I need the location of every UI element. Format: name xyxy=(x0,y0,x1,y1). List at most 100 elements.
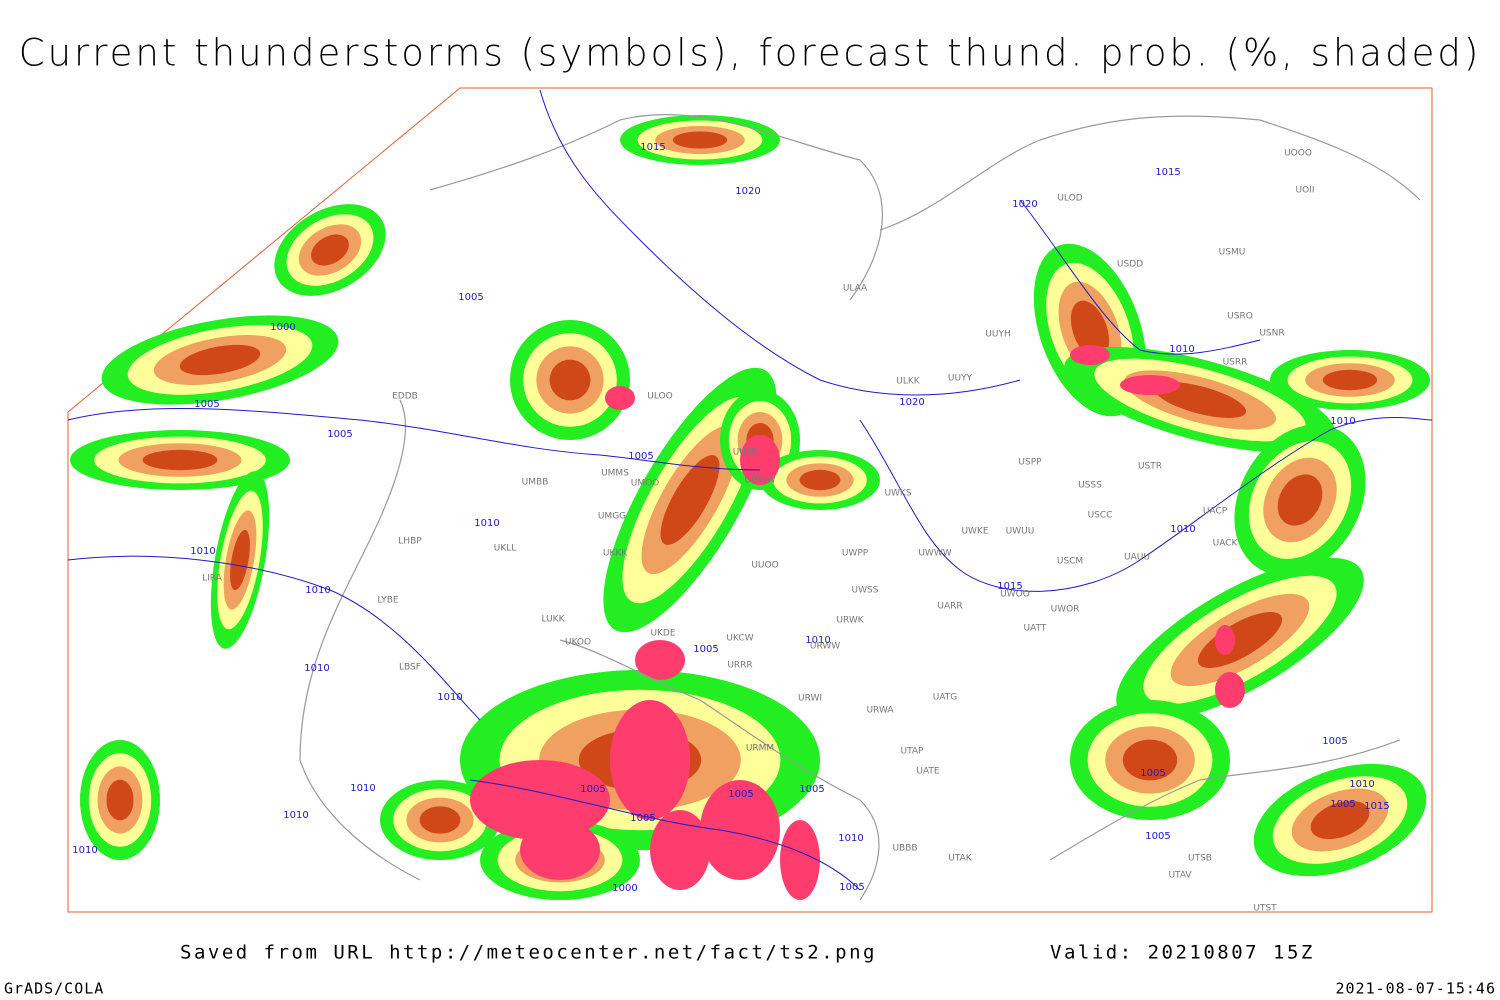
software-credit: GrADS/COLA xyxy=(4,980,104,998)
isobar-label: 1005 xyxy=(693,644,718,655)
isobar-label: 1015 xyxy=(1364,801,1389,812)
station-code: UWWW xyxy=(918,549,951,559)
station-code: LYBE xyxy=(377,596,398,606)
isobar-label: 1005 xyxy=(839,882,864,893)
station-code: UTST xyxy=(1253,904,1277,914)
station-code: UWOO xyxy=(1000,590,1030,600)
station-code: UWSS xyxy=(852,586,879,596)
station-code: LHBP xyxy=(398,537,422,547)
isobar-label: 1005 xyxy=(628,451,653,462)
station-code: UKOO xyxy=(565,638,591,648)
shaded-area xyxy=(179,344,261,376)
thunderstorm-symbols xyxy=(635,640,685,680)
title: Current thunderstorms (symbols), forecas… xyxy=(19,32,1482,75)
station-code: URWW xyxy=(810,642,840,652)
shaded-area xyxy=(311,234,349,266)
shaded-area xyxy=(549,359,591,401)
station-code: UUWW xyxy=(745,476,776,486)
station-code: URRR xyxy=(727,661,752,671)
isobar-label: 1015 xyxy=(640,142,665,153)
station-code: UTAK xyxy=(948,854,973,864)
shaded-area xyxy=(660,455,720,545)
isobar-label: 1005 xyxy=(458,292,483,303)
station-code: UARR xyxy=(937,602,962,612)
isobar-label: 1010 xyxy=(283,810,308,821)
station-code: UMBB xyxy=(522,478,549,488)
isobar-label: 1010 xyxy=(838,833,863,844)
isobar-label: 1005 xyxy=(1140,768,1165,779)
isobar-label: 1010 xyxy=(190,546,215,557)
isobar-label: 1015 xyxy=(997,581,1022,592)
shaded-area xyxy=(1322,369,1378,391)
station-code: UKLL xyxy=(494,544,517,554)
station-code: USCC xyxy=(1088,511,1113,521)
station-code: UBBB xyxy=(892,844,917,854)
isobar-label: 1005 xyxy=(799,784,824,795)
station-code: UACK xyxy=(1213,539,1239,549)
station-code: UACP xyxy=(1203,507,1228,517)
station-code: UMMS xyxy=(601,469,629,479)
isobar-label: 1010 xyxy=(304,663,329,674)
station-code: UWUU xyxy=(1006,527,1035,537)
isobar-label: 1005 xyxy=(1330,799,1355,810)
isobar-label: 1020 xyxy=(1012,199,1037,210)
station-code: USTR xyxy=(1138,462,1162,472)
station-code: UWKS xyxy=(884,489,911,499)
isobar-label: 1010 xyxy=(72,845,97,856)
isobar-label: 1015 xyxy=(1155,167,1180,178)
source-url: Saved from URL http://meteocenter.net/fa… xyxy=(180,942,877,964)
shaded-area xyxy=(1122,739,1178,781)
timestamp: 2021-08-07-15:46 xyxy=(1336,980,1497,998)
station-code: URWK xyxy=(836,616,864,626)
thunderstorm-symbols xyxy=(605,386,635,410)
shaded-area xyxy=(799,469,841,491)
shaded-area xyxy=(672,131,728,149)
station-code: UAUU xyxy=(1124,553,1150,563)
station-code: UUOO xyxy=(751,561,778,571)
thunderstorm-symbols xyxy=(1215,625,1235,655)
station-code: UWPP xyxy=(842,549,869,559)
isobar-label: 1010 xyxy=(1349,779,1374,790)
station-code: UUYY xyxy=(948,374,973,384)
shaded-area xyxy=(1070,300,1110,360)
isobar-label: 1005 xyxy=(194,399,219,410)
shaded-area xyxy=(1277,474,1323,526)
station-code: LUKK xyxy=(542,615,566,625)
isobar-label: 1005 xyxy=(1322,736,1347,747)
thunderstorm-symbols xyxy=(650,810,710,890)
station-code: USRO xyxy=(1227,312,1253,322)
station-code: LIRA xyxy=(202,574,223,584)
isobar-label: 1000 xyxy=(612,883,637,894)
thunderstorm-symbols xyxy=(1070,345,1110,365)
station-code: UWOR xyxy=(1051,605,1080,615)
station-code: USPP xyxy=(1018,458,1042,468)
station-code: ULOD xyxy=(1057,194,1082,204)
thunderstorm-symbols xyxy=(740,435,780,485)
station-code: ULOO xyxy=(647,392,672,402)
isobar-label: 1005 xyxy=(580,784,605,795)
shaded-area xyxy=(419,806,461,834)
station-code: ULAA xyxy=(843,284,868,294)
station-code: UTAV xyxy=(1168,871,1192,881)
isobar-label: 1020 xyxy=(735,186,760,197)
shaded-area xyxy=(230,529,250,591)
station-code: UOOO xyxy=(1284,149,1312,159)
station-code: UMOO xyxy=(631,479,660,489)
isobar-label: 1005 xyxy=(327,429,352,440)
station-code: UKDE xyxy=(650,629,675,639)
station-code: UWKE xyxy=(961,527,988,537)
isobar-label: 1010 xyxy=(805,635,830,646)
station-code: ULKK xyxy=(896,377,921,387)
isobar-label: 1010 xyxy=(1170,524,1195,535)
station-code: URMM xyxy=(746,744,774,754)
coastlines xyxy=(299,113,1421,901)
station-code: UKCW xyxy=(726,634,753,644)
station-code: UTSB xyxy=(1188,854,1212,864)
isobar-label: 1000 xyxy=(270,322,295,333)
station-code: EDDB xyxy=(392,392,418,402)
station-code: USSS xyxy=(1078,481,1102,491)
probability-shading xyxy=(70,115,1430,900)
thunderstorm-symbols xyxy=(1120,375,1180,395)
